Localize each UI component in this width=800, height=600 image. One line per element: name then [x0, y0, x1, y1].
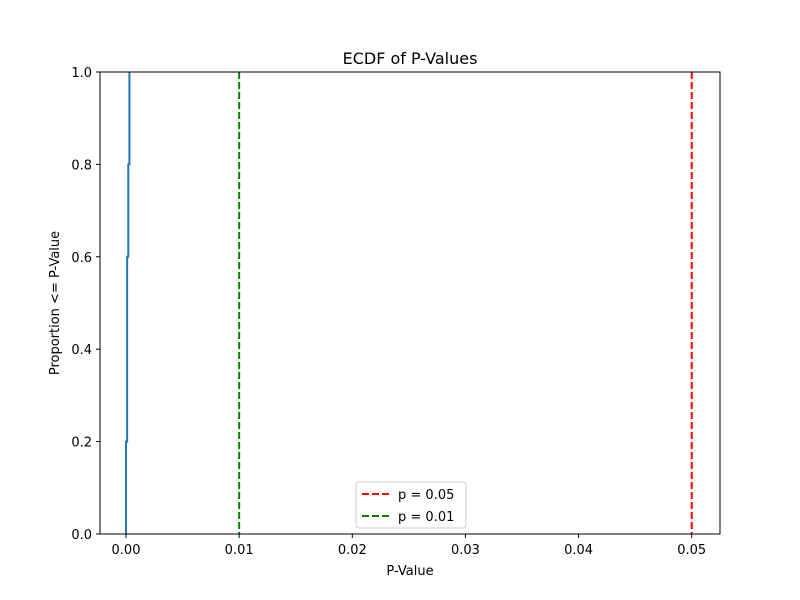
y-tick-label: 0.6 [71, 251, 92, 266]
y-axis-label: Proportion <= P-Value [48, 231, 63, 375]
legend-entry-label: p = 0.05 [398, 488, 454, 503]
ecdf-series-line [125, 72, 131, 534]
chart-title: ECDF of P-Values [343, 49, 478, 68]
x-axis-label: P-Value [386, 564, 433, 579]
x-tick-label: 0.02 [338, 543, 367, 558]
x-tick-label: 0.05 [677, 543, 706, 558]
y-axis: 0.0 0.2 0.4 0.6 0.8 1.0 [71, 66, 100, 543]
y-tick-label: 0.4 [71, 343, 92, 358]
x-tick-label: 0.04 [564, 543, 593, 558]
x-tick-label: 0.03 [451, 543, 480, 558]
y-tick-label: 1.0 [71, 66, 92, 81]
legend-entry-label: p = 0.01 [398, 510, 454, 525]
y-tick-label: 0.2 [71, 436, 92, 451]
legend: p = 0.05 p = 0.01 [355, 481, 467, 529]
plot-area [99, 71, 721, 535]
x-tick-label: 0.00 [112, 543, 141, 558]
x-tick-label: 0.01 [225, 543, 254, 558]
x-axis: 0.00 0.01 0.02 0.03 0.04 0.05 [112, 534, 706, 558]
axes-frame [99, 71, 721, 535]
y-tick-label: 0.8 [71, 158, 92, 173]
y-tick-label: 0.0 [71, 528, 92, 543]
